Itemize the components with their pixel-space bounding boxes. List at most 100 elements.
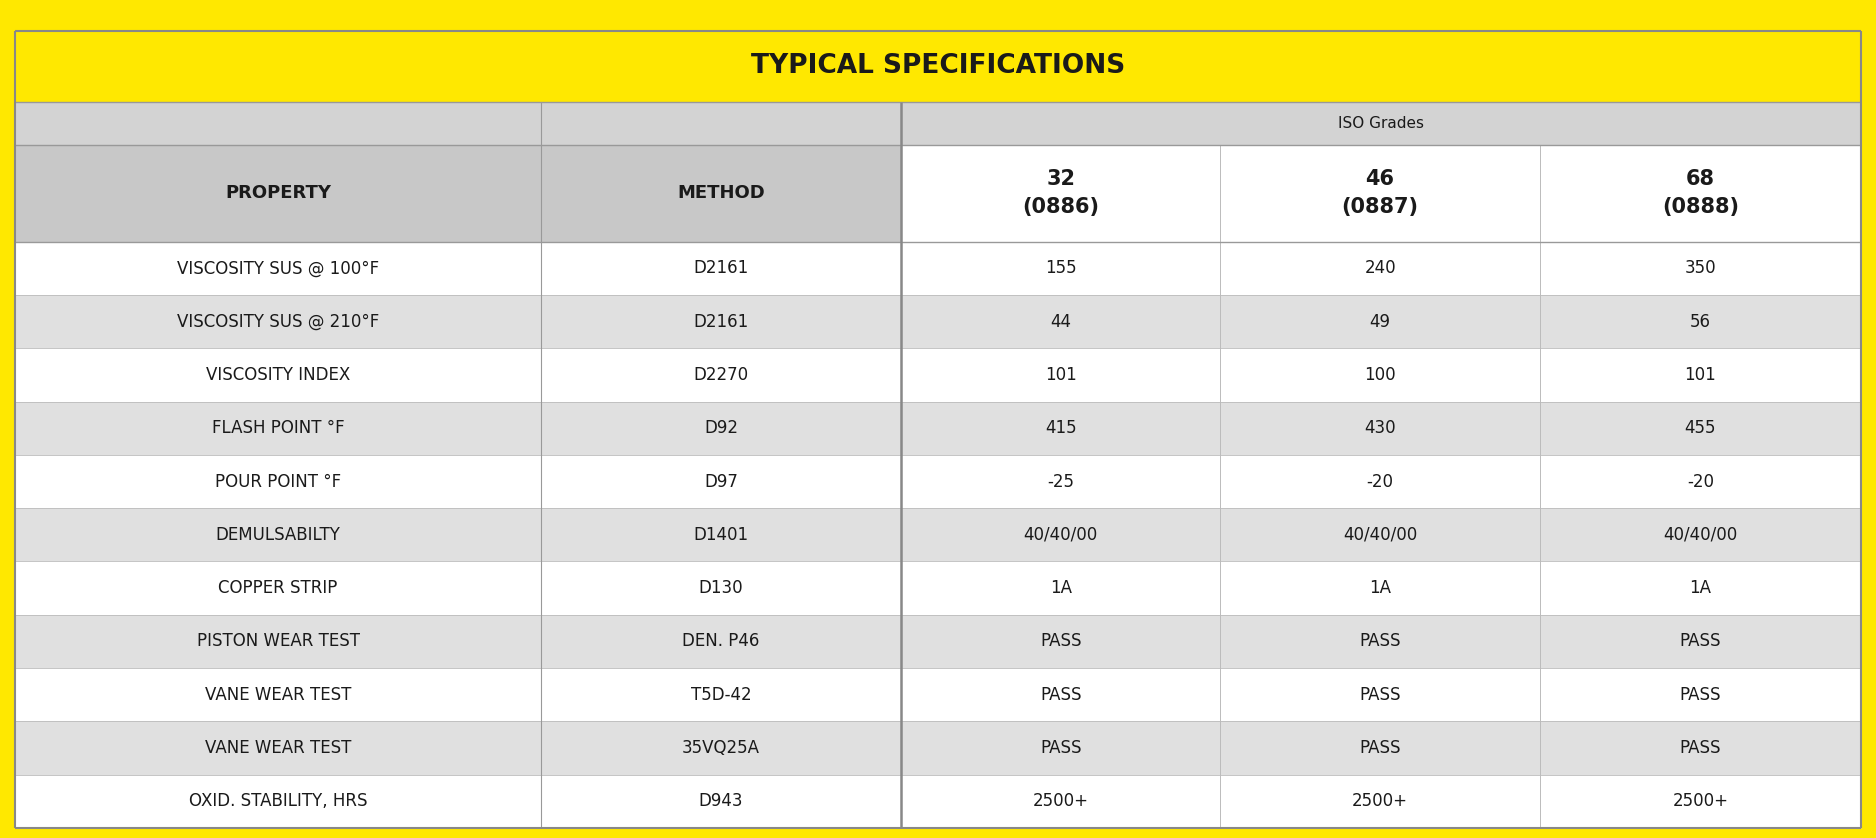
Bar <box>1540 401 1861 455</box>
Text: 455: 455 <box>1685 419 1717 437</box>
Text: -25: -25 <box>1047 473 1075 490</box>
Text: PISTON WEAR TEST: PISTON WEAR TEST <box>197 633 360 650</box>
Text: 1A: 1A <box>1690 579 1711 597</box>
Text: PASS: PASS <box>1679 633 1720 650</box>
Bar <box>1221 508 1540 561</box>
Bar <box>15 101 900 145</box>
Text: 32
(0886): 32 (0886) <box>1022 169 1099 218</box>
Bar <box>540 774 900 828</box>
Text: 1A: 1A <box>1369 579 1392 597</box>
Bar <box>900 668 1221 722</box>
Bar <box>1221 145 1540 241</box>
Bar <box>900 774 1221 828</box>
Text: TYPICAL SPECIFICATIONS: TYPICAL SPECIFICATIONS <box>750 53 1126 79</box>
Text: 40/40/00: 40/40/00 <box>1024 525 1097 544</box>
Text: PASS: PASS <box>1360 739 1401 757</box>
Bar <box>540 668 900 722</box>
Bar <box>1221 241 1540 295</box>
Text: 1A: 1A <box>1051 579 1071 597</box>
Text: D1401: D1401 <box>694 525 749 544</box>
Text: 35VQ25A: 35VQ25A <box>683 739 760 757</box>
Text: 430: 430 <box>1364 419 1396 437</box>
Bar <box>1221 722 1540 774</box>
Bar <box>1221 774 1540 828</box>
Bar <box>900 401 1221 455</box>
Bar <box>15 30 1861 101</box>
Bar <box>1221 349 1540 401</box>
Bar <box>1540 722 1861 774</box>
Text: POUR POINT °F: POUR POINT °F <box>216 473 341 490</box>
Text: D130: D130 <box>698 579 743 597</box>
Bar <box>1221 401 1540 455</box>
Bar <box>15 295 540 349</box>
Text: D943: D943 <box>700 792 743 810</box>
Bar <box>540 722 900 774</box>
Bar <box>15 508 540 561</box>
Bar <box>15 615 540 668</box>
Text: -20: -20 <box>1687 473 1715 490</box>
Text: PASS: PASS <box>1360 685 1401 704</box>
Bar <box>900 455 1221 508</box>
Text: DEMULSABILTY: DEMULSABILTY <box>216 525 341 544</box>
Text: 49: 49 <box>1369 313 1390 331</box>
Text: PASS: PASS <box>1039 739 1081 757</box>
Bar <box>1540 455 1861 508</box>
Text: PASS: PASS <box>1360 633 1401 650</box>
Bar <box>1540 508 1861 561</box>
Bar <box>1540 774 1861 828</box>
Text: 240: 240 <box>1364 259 1396 277</box>
Bar <box>540 615 900 668</box>
Bar <box>540 508 900 561</box>
Text: COPPER STRIP: COPPER STRIP <box>218 579 338 597</box>
Bar <box>900 101 1861 145</box>
Text: ISO Grades: ISO Grades <box>1338 116 1424 131</box>
Bar <box>15 455 540 508</box>
Text: 2500+: 2500+ <box>1672 792 1728 810</box>
Text: PASS: PASS <box>1039 685 1081 704</box>
Bar <box>540 561 900 615</box>
Text: VISCOSITY SUS @ 100°F: VISCOSITY SUS @ 100°F <box>176 259 379 277</box>
Bar <box>15 668 540 722</box>
Text: 40/40/00: 40/40/00 <box>1343 525 1416 544</box>
Bar <box>540 145 900 241</box>
Text: VISCOSITY SUS @ 210°F: VISCOSITY SUS @ 210°F <box>176 313 379 331</box>
Text: FLASH POINT °F: FLASH POINT °F <box>212 419 345 437</box>
Bar <box>900 508 1221 561</box>
Text: D2161: D2161 <box>694 313 749 331</box>
Text: PROPERTY: PROPERTY <box>225 184 330 203</box>
Text: 101: 101 <box>1685 366 1717 384</box>
Text: VANE WEAR TEST: VANE WEAR TEST <box>204 739 351 757</box>
Bar <box>1221 455 1540 508</box>
Text: 415: 415 <box>1045 419 1077 437</box>
Bar <box>15 349 540 401</box>
Bar <box>900 241 1221 295</box>
Bar <box>1540 295 1861 349</box>
Text: 155: 155 <box>1045 259 1077 277</box>
Text: 2500+: 2500+ <box>1353 792 1409 810</box>
Text: PASS: PASS <box>1679 739 1720 757</box>
Bar <box>900 295 1221 349</box>
Text: 56: 56 <box>1690 313 1711 331</box>
Text: D2161: D2161 <box>694 259 749 277</box>
Bar <box>900 145 1221 241</box>
Bar <box>15 561 540 615</box>
Text: D97: D97 <box>704 473 737 490</box>
Text: 40/40/00: 40/40/00 <box>1664 525 1737 544</box>
Text: METHOD: METHOD <box>677 184 765 203</box>
Text: 68
(0888): 68 (0888) <box>1662 169 1739 218</box>
Bar <box>1540 349 1861 401</box>
Bar <box>900 349 1221 401</box>
Text: VISCOSITY INDEX: VISCOSITY INDEX <box>206 366 351 384</box>
Text: 100: 100 <box>1364 366 1396 384</box>
Bar <box>540 241 900 295</box>
Bar <box>15 145 540 241</box>
Text: 44: 44 <box>1051 313 1071 331</box>
Bar <box>540 295 900 349</box>
Text: -20: -20 <box>1366 473 1394 490</box>
Text: 46
(0887): 46 (0887) <box>1341 169 1418 218</box>
Text: 350: 350 <box>1685 259 1717 277</box>
Bar <box>1221 295 1540 349</box>
Bar <box>1540 615 1861 668</box>
Text: DEN. P46: DEN. P46 <box>683 633 760 650</box>
Bar <box>540 401 900 455</box>
